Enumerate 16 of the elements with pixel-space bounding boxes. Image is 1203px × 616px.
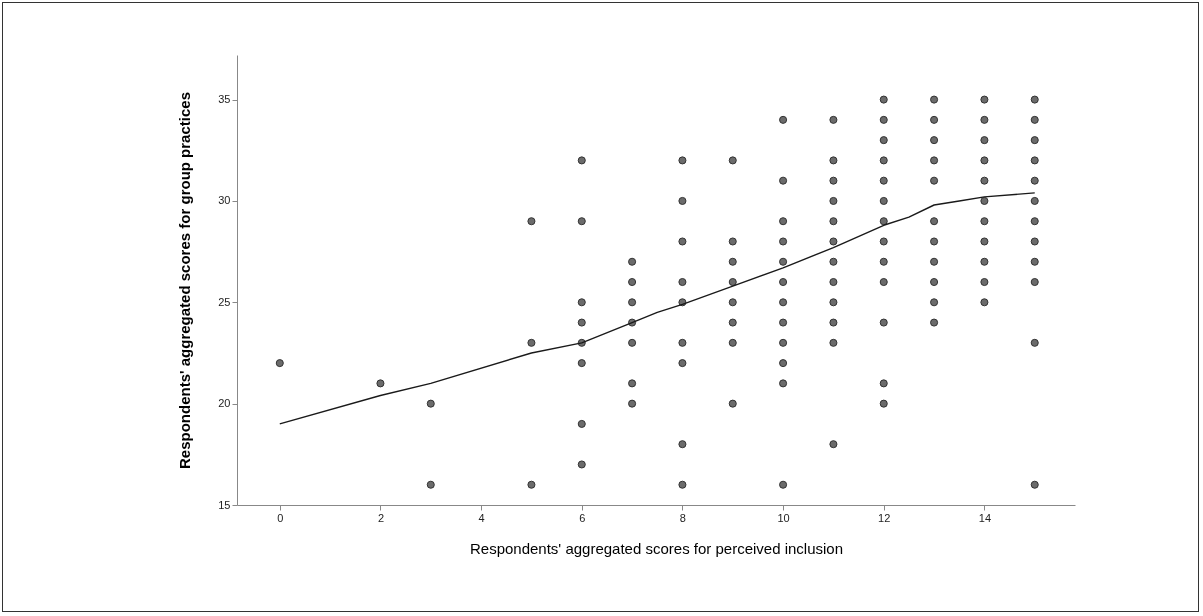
x-tick-label: 2: [377, 511, 384, 524]
y-tick-label: 20: [218, 397, 231, 410]
x-tick-label: 10: [777, 511, 790, 524]
x-tick-label: 8: [679, 511, 686, 524]
x-tick-label: 4: [478, 511, 485, 524]
y-axis-title: Respondents' aggregated scores for group practices: [176, 92, 194, 469]
x-axis-title: Respondents' aggregated scores for perceived inclusion: [469, 539, 844, 557]
x-tick-label: 14: [978, 511, 992, 524]
y-tick-label: 25: [218, 295, 231, 308]
x-tick-label: 6: [579, 511, 586, 524]
line-series: [279, 192, 1036, 425]
y-tick-label: 15: [218, 498, 231, 511]
x-tick-label: 12: [878, 511, 891, 524]
y-tick-label: 30: [218, 194, 231, 207]
y-tick-label: 35: [218, 93, 231, 106]
x-tick-label: 0: [277, 511, 284, 524]
